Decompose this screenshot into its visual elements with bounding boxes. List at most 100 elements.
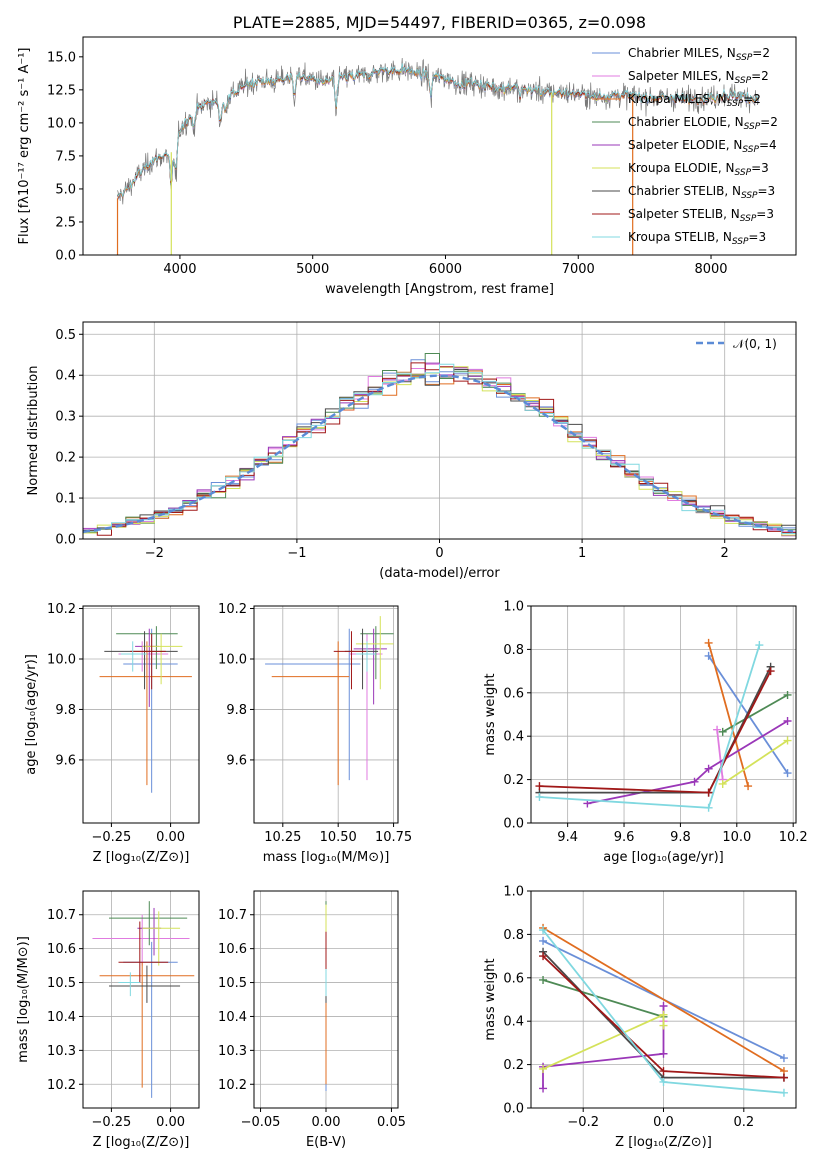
weight-series-8-marker-2	[755, 641, 764, 650]
weight-series-7-marker-2	[766, 667, 775, 676]
weight-vs-age-xlabel: age [log₁₀(age/yr)]	[603, 850, 724, 865]
model-spectrum-0	[117, 66, 759, 200]
residuals-xtick-label-2: 0	[435, 546, 443, 561]
legend-label-4: Salpeter ELODIE, NSSP=4	[628, 138, 777, 155]
weight-vs-Z-panel: −0.2 0.0 0.2 0.0 0.2 0.4 0.6 0.8 1.0 Z [log₁₀(Z/Z…	[483, 885, 797, 1150]
normal-curve	[83, 374, 794, 533]
age-vs-mass-xtick-label-2: 10.75	[375, 830, 412, 845]
weight-series-2-marker-1	[744, 782, 753, 791]
spectrum-plot-area	[116, 57, 759, 255]
weight-series-1-marker-0	[713, 725, 722, 734]
spectrum-title: PLATE=2885, MJD=54497, FIBERID=0365, z=0…	[233, 13, 646, 32]
mass-vs-Z-xtick-label-1: 0.00	[156, 1115, 185, 1130]
mass-vs-ebv-xtick-label-0: −0.05	[241, 1115, 281, 1130]
weight-vs-Z-ytick-label-4: 0.8	[503, 928, 524, 943]
weight-series-8-marker-0	[535, 792, 544, 801]
mass-vs-Z-ytick-label-2: 10.4	[47, 1010, 76, 1025]
weight-series-4-marker-2	[659, 1049, 668, 1058]
legend-label-3: Chabrier ELODIE, NSSP=2	[628, 115, 778, 132]
weight-vs-age-plot-area	[535, 638, 792, 812]
weight-vs-age-ytick-label-3: 0.6	[503, 686, 524, 701]
spectrum-xtick-label-2: 6000	[429, 262, 462, 277]
spectrum-ytick-label-6: 15.0	[47, 50, 76, 65]
legend-label-1: Salpeter MILES, NSSP=2	[628, 69, 769, 86]
spectrum-ytick-label-2: 5.0	[55, 182, 76, 197]
mass-vs-Z-ytick-label-0: 10.2	[47, 1078, 76, 1093]
weight-vs-Z-ytick-label-3: 0.6	[503, 971, 524, 986]
legend-label-tail-3: =2	[760, 115, 778, 129]
legend-label-main-4: Salpeter ELODIE, N	[628, 138, 742, 152]
age-vs-mass-ytick-label-2: 10.0	[218, 652, 247, 667]
spectrum-xtick-label-4: 8000	[694, 262, 727, 277]
model-spectrum-2	[117, 65, 759, 199]
spectrum-ytick-label-0: 0.0	[55, 249, 76, 264]
residuals-xtick-label-0: −2	[145, 546, 164, 561]
spectrum-ytick-label-5: 12.5	[47, 83, 76, 98]
legend-label-tail-2: =2	[743, 92, 761, 106]
legend-label-tail-6: =3	[758, 184, 776, 198]
weight-series-0-marker-0	[539, 936, 548, 945]
weight-vs-age-ylabel: mass weight	[483, 673, 498, 755]
legend-label-tail-1: =2	[751, 69, 769, 83]
age-vs-Z-ytick-label-2: 10.0	[47, 652, 76, 667]
weight-vs-age-xtick-label-1: 9.6	[614, 830, 635, 845]
weight-vs-Z-xlabel: Z [log₁₀(Z/Z⊙)]	[615, 1135, 712, 1150]
mass-vs-Z-ytick-label-1: 10.3	[47, 1044, 76, 1059]
weight-series-8-marker-2	[779, 1088, 788, 1097]
residuals-ytick-label-3: 0.3	[55, 410, 76, 425]
residuals-xtick-label-1: −1	[287, 546, 306, 561]
legend-label-main-5: Kroupa ELODIE, N	[628, 161, 735, 175]
residuals-ytick-label-2: 0.2	[55, 451, 76, 466]
weight-series-2	[542, 927, 785, 1072]
residuals-xtick-label-3: 1	[578, 546, 586, 561]
spectrum-xtick-label-3: 7000	[562, 262, 595, 277]
age-vs-mass-plot-area	[265, 616, 394, 786]
legend-label-main-0: Chabrier MILES, N	[628, 46, 736, 60]
weight-vs-age-ytick-label-2: 0.4	[503, 730, 524, 745]
model-spectrum-1	[117, 65, 759, 200]
mass-vs-ebv-ytick-label-3: 10.5	[218, 976, 247, 991]
spectrum-ylabel: Flux [fλ10⁻¹⁷ erg cm⁻² s⁻¹ A⁻¹]	[17, 48, 32, 245]
model-spectrum-4	[117, 65, 759, 200]
weight-vs-Z-xtick-label-1: 0.0	[653, 1115, 674, 1130]
residuals-ytick-label-0: 0.0	[55, 533, 76, 548]
weight-series-3-marker-0	[539, 975, 548, 984]
weight-vs-age-xtick-label-3: 10.0	[722, 830, 751, 845]
age-vs-mass-frame	[253, 605, 399, 824]
model-spectrum-7	[117, 64, 759, 199]
mass-vs-ebv-ytick-label-0: 10.2	[218, 1078, 247, 1093]
mass-vs-Z-ytick-label-5: 10.7	[47, 908, 76, 923]
legend-label-main-1: Salpeter MILES, N	[628, 69, 735, 83]
model-spectrum-6	[117, 64, 759, 199]
weight-series-5-marker-0	[718, 779, 727, 788]
legend-label-sub-6: SSP	[741, 191, 758, 201]
weight-series-7-marker-1	[704, 788, 713, 797]
weight-vs-Z-frame	[530, 890, 797, 1109]
mass-vs-ebv-ytick-label-4: 10.6	[218, 942, 247, 957]
weight-series-7-marker-2	[779, 1073, 788, 1082]
mass-vs-ebv-xtick-label-1: 0.00	[312, 1115, 341, 1130]
residuals-xtick-label-4: 2	[721, 546, 729, 561]
residuals-ytick-label-5: 0.5	[55, 328, 76, 343]
weight-series-4-marker-1	[690, 777, 699, 786]
weight-vs-age-ytick-label-5: 1.0	[503, 600, 524, 615]
spectrum-frame	[82, 36, 797, 256]
legend-label-6: Chabrier STELIB, NSSP=3	[628, 184, 775, 201]
weight-series-7-marker-0	[539, 952, 548, 961]
weight-vs-Z-ytick-label-0: 0.0	[503, 1102, 524, 1117]
legend-label-main-7: Salpeter STELIB, N	[628, 207, 740, 221]
weight-series-2	[707, 642, 749, 787]
legend-label-2: Kroupa MILES, NSSP=2	[628, 92, 761, 109]
age-vs-mass-xlabel: mass [log₁₀(M/M⊙)]	[263, 850, 390, 865]
spectrum-panel: 4000 5000 6000 7000 8000 0.0 2.5 5.0 7.5 10.0 12.5…	[17, 13, 797, 297]
age-vs-Z-ytick-label-3: 10.2	[47, 602, 76, 617]
weight-series-8-marker-1	[659, 1077, 668, 1086]
age-vs-Z-xlabel: Z [log₁₀(Z/Z⊙)]	[93, 850, 190, 865]
mass-vs-Z-panel: −0.25 0.00 10.2 10.3 10.4 10.5 10.6 10.7 Z [log₁…	[16, 890, 200, 1150]
residuals-panel: −2 −1 0 1 2 0.0 0.1 0.2 0.3 0.4 0.5 (data-model)/er…	[26, 321, 797, 581]
spectrum-ytick-label-3: 7.5	[55, 149, 76, 164]
legend-label-tail-8: =3	[748, 230, 766, 244]
mass-vs-ebv-panel: −0.05 0.00 0.05 10.2 10.3 10.4 10.5 10.6 10.7 E(B…	[218, 890, 406, 1150]
mass-vs-Z-ytick-label-4: 10.6	[47, 942, 76, 957]
spectrum-xtick-label-0: 4000	[163, 262, 196, 277]
